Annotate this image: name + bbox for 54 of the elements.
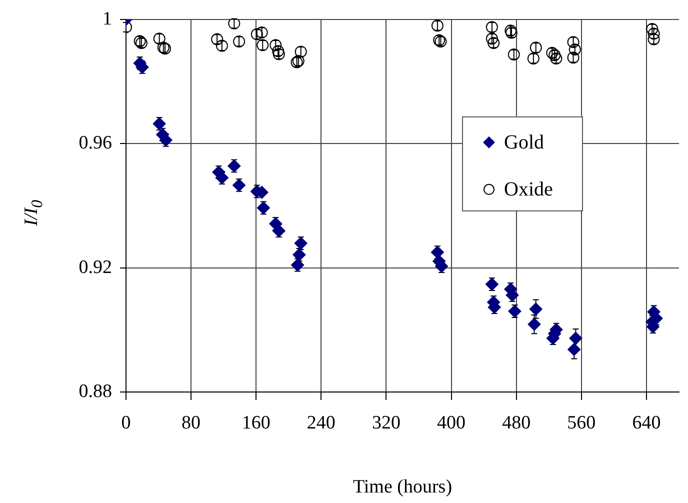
legend-label: Gold [504, 132, 544, 154]
point [270, 39, 282, 52]
y-tick-label: 0.88 [78, 380, 112, 402]
x-tick-label: 0 [121, 412, 131, 434]
point [508, 304, 522, 318]
point [488, 37, 500, 49]
point [256, 39, 269, 52]
point [153, 32, 166, 45]
x-tick-label: 80 [182, 412, 201, 434]
point [550, 52, 562, 65]
x-tick-label: 560 [567, 412, 596, 434]
legend-label: Oxide [504, 178, 553, 201]
point [215, 171, 228, 184]
x-tick-label: 480 [502, 412, 531, 434]
x-tick-label: 400 [437, 412, 466, 434]
point [548, 49, 561, 62]
point [567, 36, 580, 48]
point [233, 35, 246, 48]
point [272, 224, 286, 238]
x-tick-label: 640 [632, 412, 661, 434]
point [528, 318, 541, 331]
point [159, 134, 172, 147]
point [256, 26, 268, 38]
point [216, 40, 228, 52]
point [256, 201, 270, 214]
point [508, 48, 520, 60]
point [228, 159, 241, 172]
point [430, 246, 444, 259]
x-axis-title: Time (hours) [352, 476, 452, 498]
point [228, 18, 240, 30]
point [485, 278, 498, 291]
point [211, 33, 224, 46]
point [272, 45, 284, 58]
point [648, 33, 660, 46]
y-tick-label: 0.96 [78, 132, 112, 154]
x-tick-label: 160 [242, 412, 270, 434]
point [269, 217, 282, 230]
point [431, 20, 444, 32]
point [569, 332, 582, 345]
point [486, 21, 498, 34]
y-tick-label: 0.92 [78, 256, 112, 278]
point [232, 178, 246, 192]
point [546, 46, 558, 59]
point [529, 302, 542, 316]
x-tick-label: 320 [372, 412, 400, 434]
point [646, 23, 658, 36]
point [648, 28, 660, 40]
point [152, 117, 166, 130]
point [486, 32, 498, 45]
point [568, 342, 581, 356]
y-tick-label: 1 [102, 8, 112, 30]
point [250, 28, 263, 40]
point [272, 48, 285, 60]
x-tick-label: 240 [306, 412, 336, 434]
